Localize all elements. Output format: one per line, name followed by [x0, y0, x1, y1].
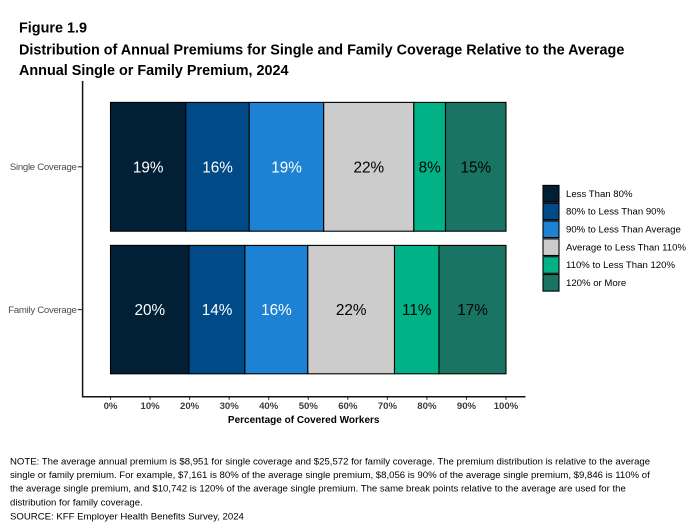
svg-text:Family Coverage: Family Coverage — [8, 305, 76, 316]
svg-text:30%: 30% — [220, 401, 240, 412]
svg-text:Distribution of Annual Premium: Distribution of Annual Premiums for Sing… — [19, 43, 624, 59]
svg-text:80% to Less Than 90%: 80% to Less Than 90% — [566, 207, 665, 218]
svg-text:Single Coverage: Single Coverage — [10, 162, 77, 173]
svg-text:22%: 22% — [336, 302, 367, 319]
svg-text:Less Than 80%: Less Than 80% — [566, 189, 633, 200]
svg-text:the average single premium, an: the average single premium, and $10,742 … — [10, 484, 626, 495]
svg-text:40%: 40% — [259, 401, 279, 412]
svg-text:100%: 100% — [494, 401, 519, 412]
svg-text:NOTE: The average annual premi: NOTE: The average annual premium is $8,9… — [10, 456, 650, 467]
svg-text:15%: 15% — [460, 160, 491, 177]
svg-text:22%: 22% — [353, 160, 384, 177]
svg-text:Figure 1.9: Figure 1.9 — [19, 21, 87, 37]
svg-text:80%: 80% — [417, 401, 437, 412]
svg-text:17%: 17% — [457, 302, 488, 319]
svg-text:90% to Less Than Average: 90% to Less Than Average — [566, 225, 681, 236]
svg-text:70%: 70% — [378, 401, 398, 412]
svg-text:50%: 50% — [299, 401, 319, 412]
svg-text:10%: 10% — [140, 401, 160, 412]
svg-text:Annual Single or Family Premiu: Annual Single or Family Premium, 2024 — [19, 63, 289, 79]
svg-text:Percentage of Covered Workers: Percentage of Covered Workers — [228, 415, 380, 426]
svg-text:distribution for family covera: distribution for family coverage. — [10, 497, 143, 508]
svg-text:120% or More: 120% or More — [566, 278, 626, 289]
svg-text:60%: 60% — [338, 401, 358, 412]
svg-text:11%: 11% — [402, 302, 432, 319]
svg-text:0%: 0% — [104, 401, 118, 412]
svg-text:20%: 20% — [180, 401, 200, 412]
svg-text:8%: 8% — [419, 160, 442, 177]
svg-text:19%: 19% — [133, 160, 164, 177]
svg-text:Average to Less Than 110%: Average to Less Than 110% — [566, 242, 686, 253]
svg-text:single or family premium. For: single or family premium. For example, $… — [10, 470, 650, 481]
svg-text:14%: 14% — [202, 302, 233, 319]
svg-text:19%: 19% — [271, 160, 302, 177]
svg-text:SOURCE: KFF Employer Health Be: SOURCE: KFF Employer Health Benefits Sur… — [10, 511, 245, 522]
svg-text:20%: 20% — [134, 302, 165, 319]
svg-text:16%: 16% — [261, 302, 292, 319]
svg-text:110% to Less Than 120%: 110% to Less Than 120% — [566, 260, 675, 271]
svg-text:90%: 90% — [457, 401, 477, 412]
svg-text:16%: 16% — [202, 160, 233, 177]
